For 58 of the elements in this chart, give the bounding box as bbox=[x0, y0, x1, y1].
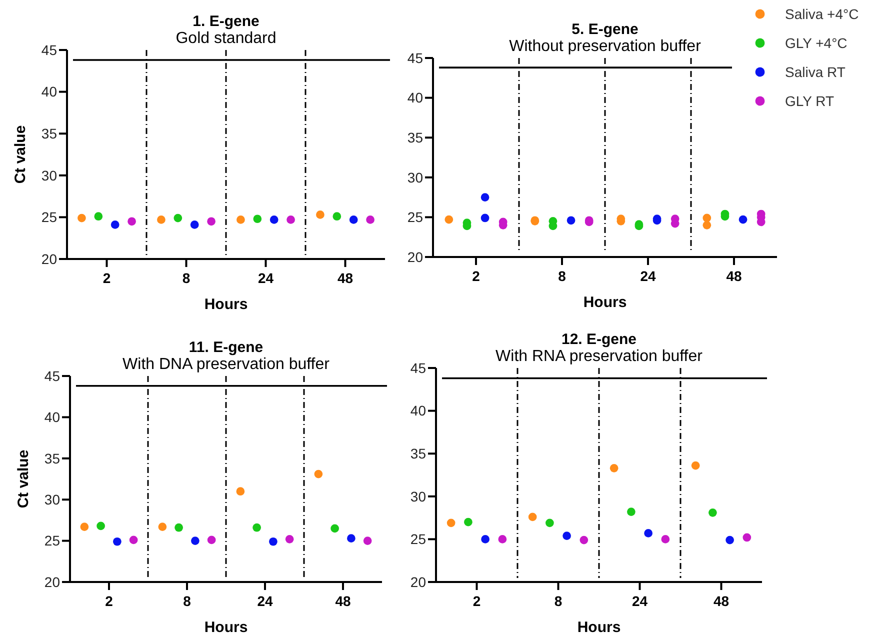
x-tick-label: 8 bbox=[554, 593, 562, 609]
x-tick-label: 2 bbox=[472, 593, 481, 609]
chart-subtitle: Without preservation buffer bbox=[509, 38, 702, 55]
x-tick-label: 24 bbox=[632, 593, 648, 609]
y-tick-label: 25 bbox=[407, 209, 424, 226]
x-tick-label: 48 bbox=[713, 593, 730, 609]
y-tick-label: 25 bbox=[410, 531, 426, 548]
y-tick-label: 40 bbox=[44, 409, 60, 426]
y-tick-label: 30 bbox=[410, 488, 426, 504]
x-tick-label: 8 bbox=[182, 270, 190, 286]
x-axis-title: Hours bbox=[577, 619, 621, 636]
chart-title: 12. E-gene bbox=[561, 331, 637, 348]
y-tick-label: 25 bbox=[44, 532, 60, 549]
y-axis-title: Ct value bbox=[12, 125, 29, 184]
y-tick-label: 40 bbox=[41, 84, 58, 100]
y-tick-label: 20 bbox=[407, 248, 424, 265]
x-tick-label: 2 bbox=[102, 270, 111, 286]
y-tick-label: 30 bbox=[41, 167, 58, 184]
x-tick-label: 48 bbox=[337, 270, 354, 286]
y-tick-label: 35 bbox=[44, 450, 60, 466]
x-axis-title: Hours bbox=[204, 296, 248, 313]
y-tick-label: 35 bbox=[41, 126, 58, 142]
y-tick-label: 20 bbox=[410, 574, 426, 590]
y-axis-title: Ct value bbox=[15, 450, 32, 508]
y-tick-label: 40 bbox=[407, 90, 424, 106]
chart-title: 5. E-gene bbox=[572, 21, 638, 38]
y-tick-label: 30 bbox=[44, 492, 60, 508]
legend-label: GLY +4°C bbox=[785, 34, 848, 51]
y-tick-label: 45 bbox=[410, 360, 426, 376]
x-axis-title: Hours bbox=[204, 619, 248, 636]
y-tick-label: 45 bbox=[44, 368, 60, 384]
chart-title: 1. E-gene bbox=[192, 13, 260, 30]
chart-subtitle: Gold standard bbox=[176, 30, 276, 47]
y-tick-label: 20 bbox=[41, 250, 58, 267]
chart-subtitle: With RNA preservation buffer bbox=[496, 348, 704, 365]
x-tick-label: 2 bbox=[472, 268, 480, 284]
x-tick-label: 48 bbox=[335, 593, 351, 609]
y-tick-label: 45 bbox=[41, 42, 58, 58]
chart-subtitle: With DNA preservation buffer bbox=[122, 356, 330, 373]
x-axis-title: Hours bbox=[583, 294, 627, 311]
y-tick-label: 20 bbox=[44, 574, 60, 590]
legend-label: GLY RT bbox=[785, 92, 834, 109]
y-tick-label: 35 bbox=[410, 446, 426, 462]
y-tick-label: 30 bbox=[407, 169, 424, 186]
x-tick-label: 8 bbox=[558, 268, 566, 284]
y-tick-label: 40 bbox=[410, 402, 426, 419]
x-tick-label: 48 bbox=[726, 268, 742, 284]
x-tick-label: 8 bbox=[183, 593, 192, 609]
chart-title: 11. E-gene bbox=[188, 339, 264, 356]
x-tick-label: 24 bbox=[258, 270, 274, 286]
x-tick-label: 24 bbox=[257, 593, 273, 609]
y-tick-label: 25 bbox=[41, 209, 58, 226]
legend-label: Saliva +4°C bbox=[785, 6, 859, 22]
x-tick-label: 2 bbox=[105, 593, 114, 609]
y-tick-label: 45 bbox=[407, 50, 424, 66]
legend-label: Saliva RT bbox=[785, 64, 846, 80]
x-tick-label: 24 bbox=[640, 268, 656, 284]
y-tick-label: 35 bbox=[407, 130, 424, 146]
